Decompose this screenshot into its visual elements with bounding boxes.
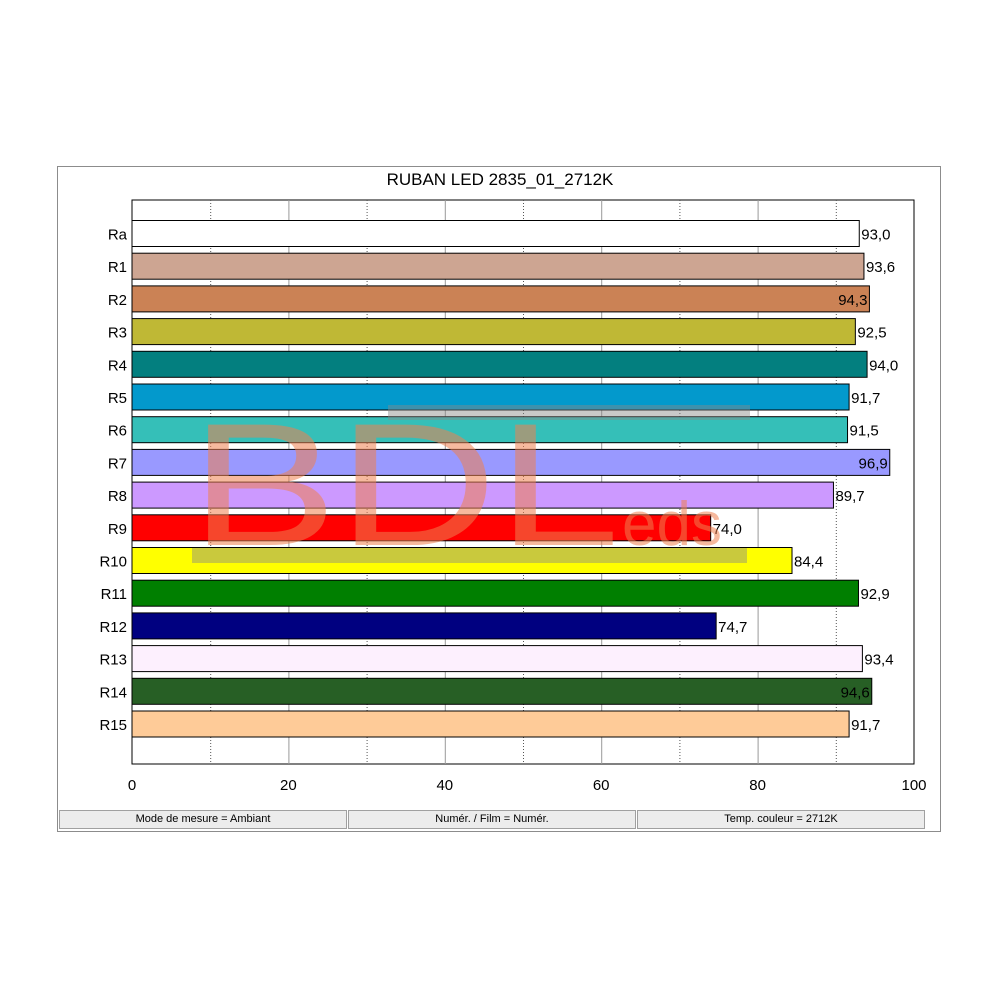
category-label: R2 [108,292,127,309]
value-label: 93,6 [866,259,895,276]
value-label: 92,5 [857,325,886,342]
category-label: R8 [108,488,127,505]
bar-Ra [131,220,860,247]
category-label: R1 [108,259,127,276]
chart-title: RUBAN LED 2835_01_2712K [386,170,614,189]
x-tick-label: 100 [901,777,926,794]
category-label: R6 [108,423,127,440]
value-label: 94,6 [841,684,870,701]
value-label: 91,7 [851,717,880,734]
x-tick-label: 60 [593,777,610,794]
category-label: Ra [108,227,128,244]
category-label: R10 [99,554,127,571]
value-label: 91,5 [850,423,879,440]
x-tick-label: 80 [749,777,766,794]
category-label: R9 [108,521,127,538]
bar-R5 [131,383,850,411]
category-label: R12 [99,619,127,636]
status-mode: Mode de mesure = Ambiant [59,810,347,829]
category-label: R7 [108,455,127,472]
category-label: R15 [99,717,127,734]
bar-R12 [131,612,717,640]
value-label: 96,9 [859,455,888,472]
bar-R8 [131,481,834,509]
x-tick-label: 40 [436,777,453,794]
value-label: 74,0 [713,521,742,538]
bar-R13 [131,645,863,673]
status-film: Numér. / Film = Numér. [348,810,636,829]
status-bar: Mode de mesure = Ambiant Numér. / Film =… [59,810,925,829]
category-label: R5 [108,390,127,407]
bar-R11 [131,579,859,607]
bar-R4 [131,350,868,378]
bar-R2 [131,285,870,313]
category-label: R11 [101,586,127,603]
bar-R10 [131,547,793,574]
category-label: R3 [108,325,127,342]
x-tick-label: 20 [280,777,297,794]
status-temperature: Temp. couleur = 2712K [637,810,925,829]
value-label: 94,3 [838,292,867,309]
bar-R7 [131,448,891,476]
category-label: R14 [99,684,127,701]
bar-R1 [131,252,865,280]
value-label: 94,0 [869,357,898,374]
category-label: R13 [99,652,127,669]
x-tick-label: 0 [128,777,136,794]
bar-R14 [131,677,873,705]
bar-R9 [131,514,712,542]
value-label: 91,7 [851,390,880,407]
value-label: 74,7 [718,619,747,636]
value-label: 92,9 [860,586,889,603]
category-label: R4 [108,357,127,374]
value-label: 89,7 [835,488,864,505]
value-label: 93,0 [861,227,890,244]
value-label: 84,4 [794,554,823,571]
bar-R3 [131,318,856,346]
bar-R15 [131,710,850,738]
value-label: 93,4 [864,652,893,669]
bar-R6 [131,416,849,444]
